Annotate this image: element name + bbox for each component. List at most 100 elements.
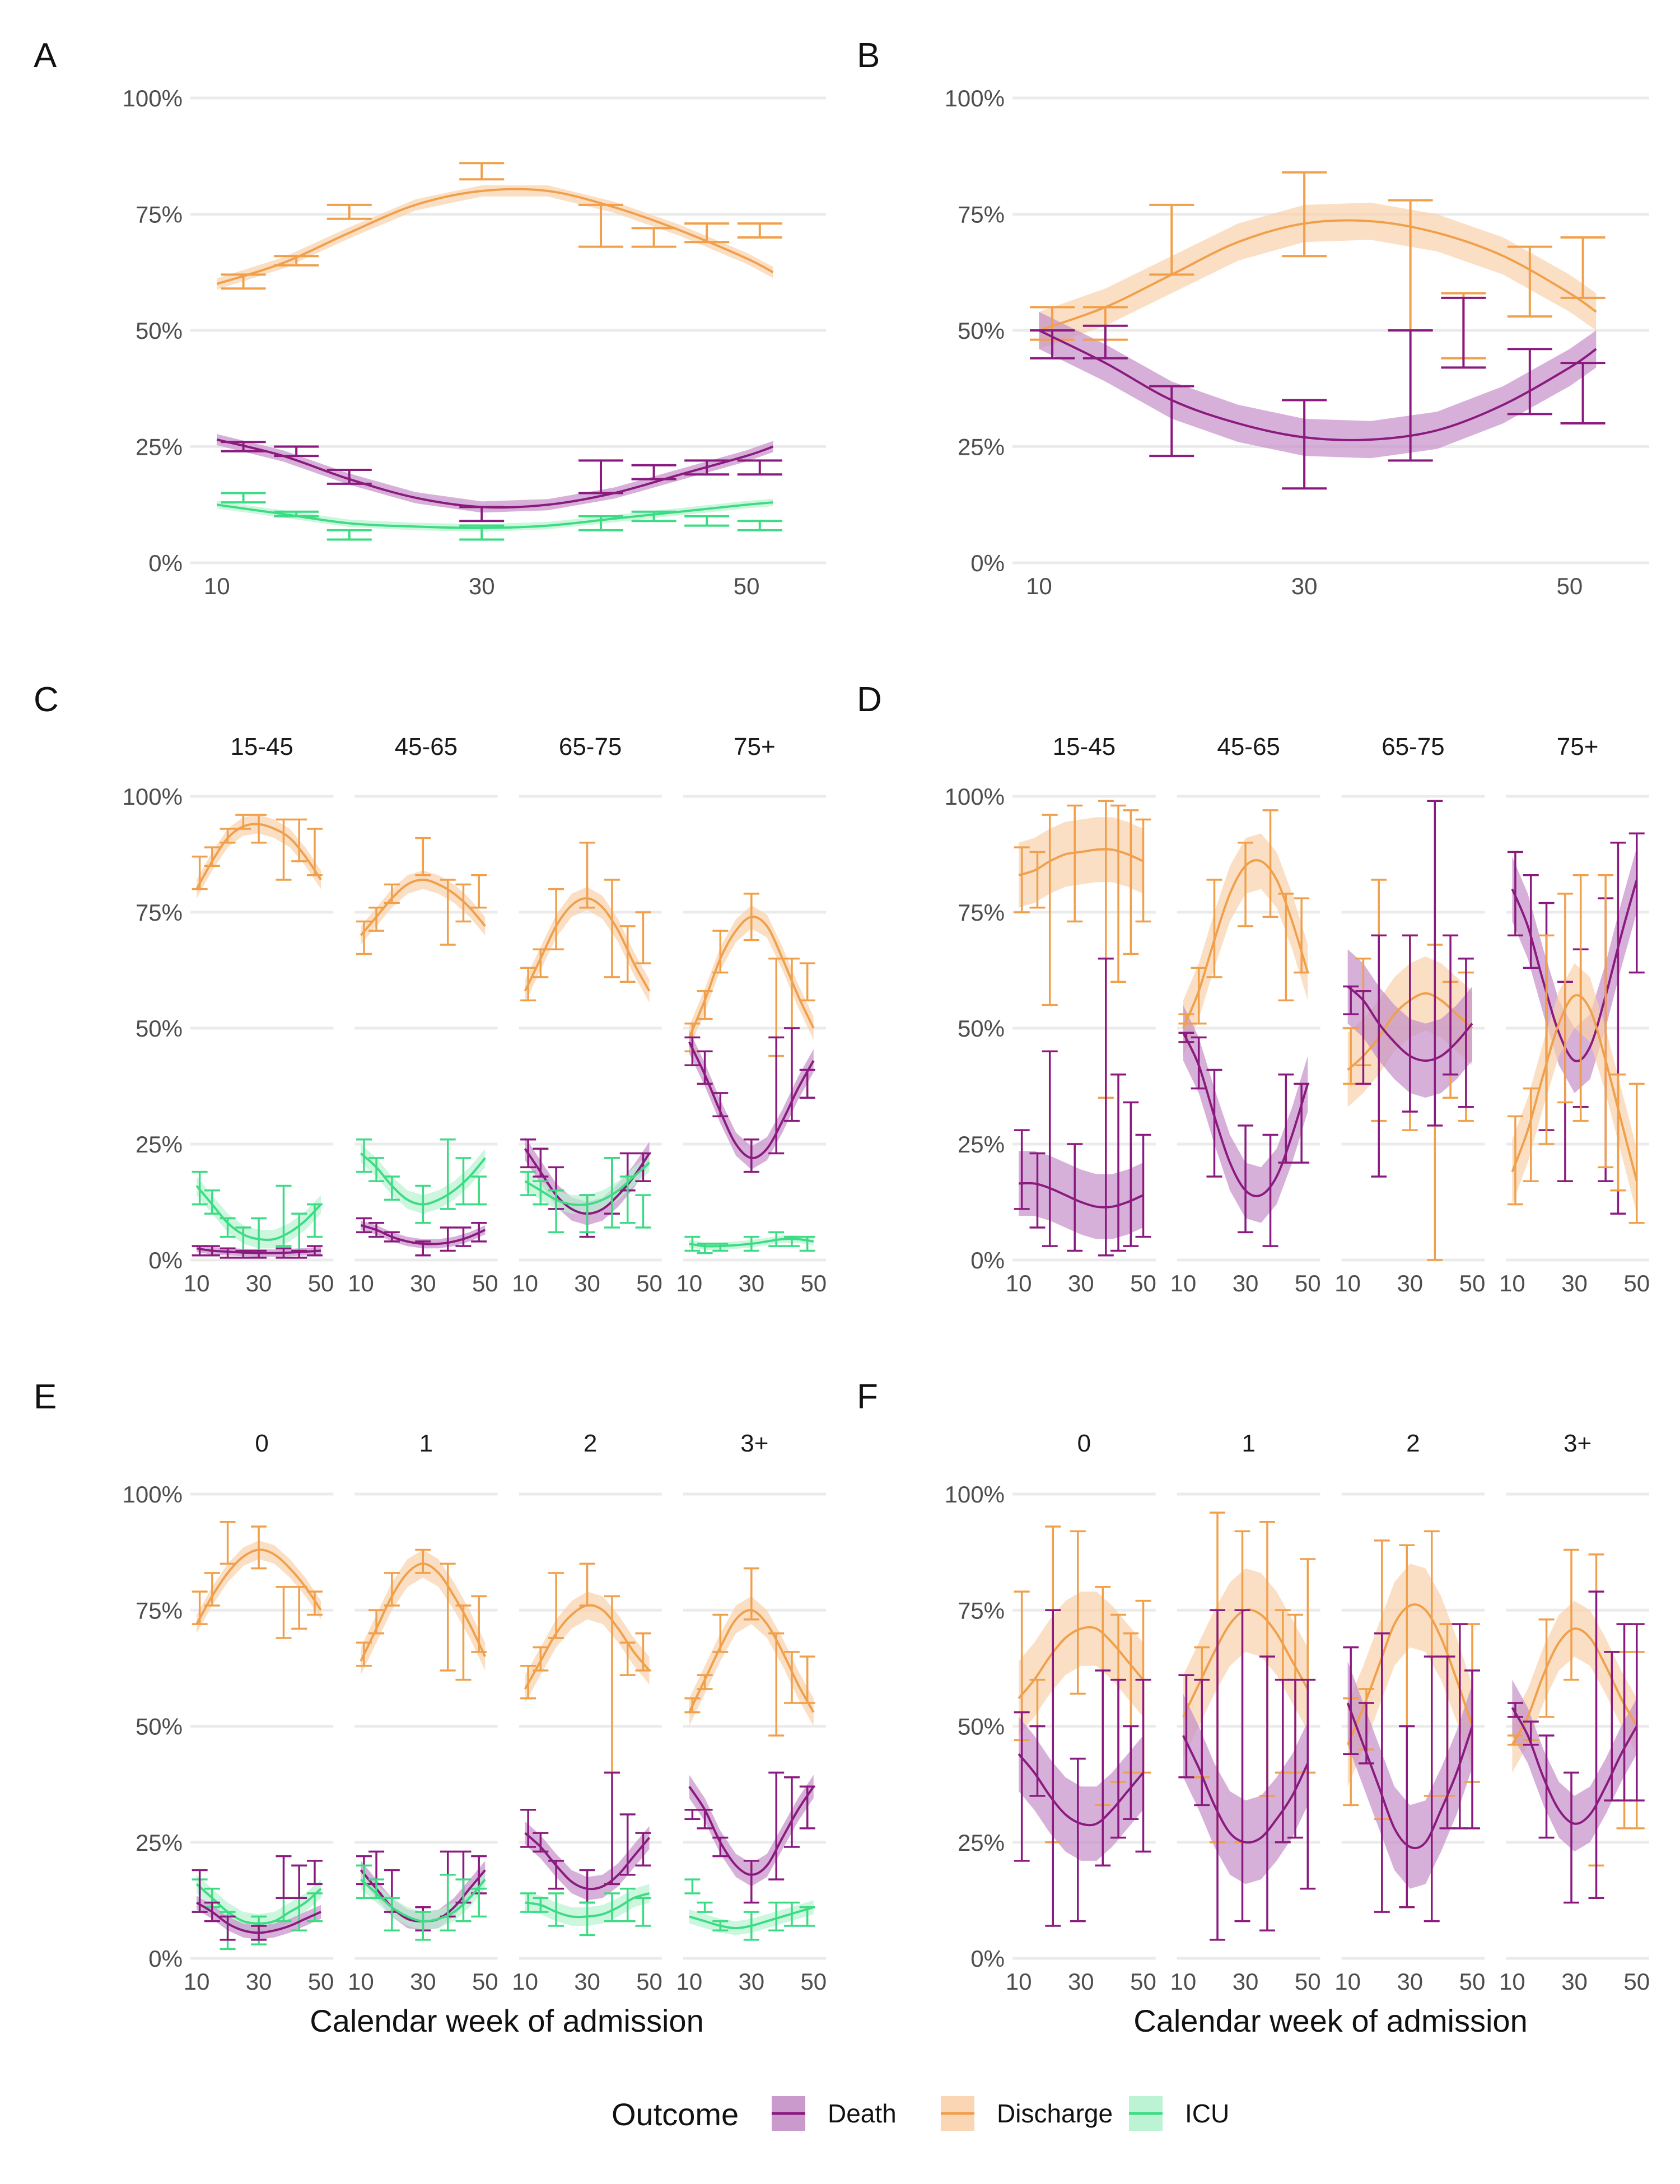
error-bar-icu bbox=[604, 1157, 620, 1229]
error-bar-death bbox=[1507, 348, 1552, 416]
error-bar-discharge bbox=[737, 222, 782, 239]
error-bar-discharge bbox=[471, 874, 487, 909]
error-bar-discharge bbox=[440, 879, 456, 946]
fit-line-death bbox=[1018, 1753, 1145, 1827]
error-bar-icu bbox=[356, 1138, 372, 1173]
error-bar-death bbox=[1441, 296, 1486, 369]
legend-key-discharge: Discharge bbox=[941, 2096, 1113, 2131]
x-tick-label: 30 bbox=[574, 1270, 600, 1296]
error-bar-death bbox=[619, 1813, 636, 1876]
error-bar-death bbox=[251, 1249, 267, 1259]
error-bar-discharge bbox=[306, 1590, 323, 1616]
y-tick-label: 25% bbox=[958, 1830, 1005, 1856]
error-bar-discharge bbox=[1206, 879, 1222, 978]
x-tick-label: 30 bbox=[469, 573, 495, 599]
facet-label: 1 bbox=[419, 1430, 433, 1457]
facet: 3+ 10 30 50 bbox=[676, 1430, 827, 1995]
error-bar-death bbox=[1538, 1734, 1555, 1839]
error-bar-discharge bbox=[743, 893, 759, 941]
error-bar-death bbox=[1388, 329, 1433, 462]
error-bar-death bbox=[204, 1245, 220, 1257]
error-bar-death bbox=[1123, 1101, 1139, 1247]
x-tick-label: 30 bbox=[738, 1968, 764, 1995]
panel-f: F 0% 25% 50% 75% 100% 0 10 30 50 1 10 30 50 2 10 30 50 3+ 1… bbox=[857, 1378, 1650, 1995]
error-bar-icu bbox=[799, 1906, 815, 1927]
error-bar-icu bbox=[768, 1231, 785, 1247]
error-bar-discharge bbox=[548, 1572, 564, 1639]
fit-line-discharge bbox=[1018, 848, 1144, 876]
facet-label: 65-75 bbox=[559, 733, 622, 760]
error-bar-death bbox=[1029, 1725, 1046, 1797]
facet: 75+ 10 30 50 bbox=[1499, 733, 1650, 1296]
x-tick-label: 10 bbox=[676, 1270, 702, 1296]
error-bar-death bbox=[1070, 1757, 1086, 1922]
facet: 1 10 30 50 bbox=[348, 1430, 498, 1995]
error-bar-death bbox=[459, 506, 505, 522]
y-tick-label: 100% bbox=[945, 783, 1005, 810]
error-bar-discharge bbox=[384, 1572, 400, 1607]
facet-label: 75+ bbox=[734, 733, 776, 760]
x-tick-label: 50 bbox=[308, 1968, 334, 1995]
error-bar-discharge bbox=[743, 1567, 759, 1621]
error-bar-discharge bbox=[220, 1520, 236, 1565]
error-bar-death bbox=[1191, 1036, 1207, 1090]
confidence-band-death bbox=[1512, 1679, 1637, 1852]
error-bar-death bbox=[635, 1832, 651, 1866]
confidence-band-discharge bbox=[1512, 1600, 1637, 1773]
error-bar-discharge bbox=[356, 920, 372, 955]
confidence-band-discharge bbox=[1039, 202, 1597, 349]
confidence-band-discharge bbox=[217, 185, 773, 290]
error-bar-discharge bbox=[1294, 897, 1310, 974]
y-tick-label: 50% bbox=[958, 318, 1005, 344]
error-bar-icu bbox=[783, 1235, 800, 1247]
error-bar-discharge bbox=[1598, 874, 1614, 1169]
x-tick-label: 30 bbox=[1068, 1270, 1094, 1296]
error-bar-death bbox=[1560, 362, 1606, 424]
error-bar-discharge bbox=[384, 883, 400, 904]
error-bar-discharge bbox=[204, 1572, 220, 1607]
x-tick-label: 50 bbox=[1459, 1968, 1486, 1995]
error-bar-death bbox=[291, 1249, 307, 1259]
error-bar-icu bbox=[440, 1138, 456, 1210]
panel-letter: B bbox=[857, 36, 880, 75]
x-tick-label: 10 bbox=[184, 1270, 210, 1296]
facet-label: 3+ bbox=[1564, 1430, 1592, 1457]
error-bar-discharge bbox=[697, 1674, 713, 1690]
x-tick-label: 10 bbox=[512, 1968, 538, 1995]
error-bar-discharge bbox=[579, 842, 595, 909]
error-bar-discharge bbox=[274, 255, 319, 267]
y-tick-label: 100% bbox=[945, 85, 1005, 111]
error-bar-icu bbox=[712, 1920, 729, 1932]
error-bar-icu bbox=[635, 1897, 651, 1927]
error-bar-icu bbox=[684, 515, 730, 527]
error-bar-death bbox=[799, 1068, 815, 1099]
error-bar-discharge bbox=[684, 1697, 701, 1714]
error-bar-icu bbox=[459, 524, 505, 541]
error-bar-death bbox=[1282, 399, 1327, 490]
error-bar-discharge bbox=[326, 203, 372, 220]
panel-a: A 0% 25% 50% 75% 100% 10 30 50 bbox=[34, 36, 826, 599]
error-bar-death bbox=[684, 1036, 701, 1066]
error-bar-death bbox=[1095, 1669, 1111, 1866]
x-tick-label: 30 bbox=[410, 1270, 436, 1296]
fit-line-discharge bbox=[360, 878, 486, 936]
confidence-band-discharge bbox=[1347, 1564, 1472, 1787]
error-bar-death bbox=[1564, 1771, 1580, 1904]
error-bar-icu bbox=[697, 1901, 713, 1913]
error-bar-discharge bbox=[251, 814, 267, 844]
error-bar-discharge bbox=[1123, 809, 1139, 955]
error-bar-icu bbox=[737, 520, 782, 531]
error-bar-icu bbox=[368, 1878, 385, 1899]
x-tick-label: 50 bbox=[308, 1270, 334, 1296]
error-bar-discharge bbox=[1014, 846, 1030, 913]
x-tick-label: 10 bbox=[1006, 1968, 1032, 1995]
error-bar-discharge bbox=[548, 888, 564, 950]
error-bar-death bbox=[1029, 1152, 1046, 1229]
facet-label: 45-65 bbox=[395, 733, 458, 760]
x-tick-label: 30 bbox=[738, 1270, 764, 1296]
confidence-band-death bbox=[1039, 311, 1597, 459]
error-bar-death bbox=[533, 1147, 549, 1178]
panel-b: B 0% 25% 50% 75% 100% 10 30 50 bbox=[857, 36, 1649, 599]
error-bar-death bbox=[306, 1860, 323, 1886]
error-bar-discharge bbox=[1278, 893, 1294, 1002]
